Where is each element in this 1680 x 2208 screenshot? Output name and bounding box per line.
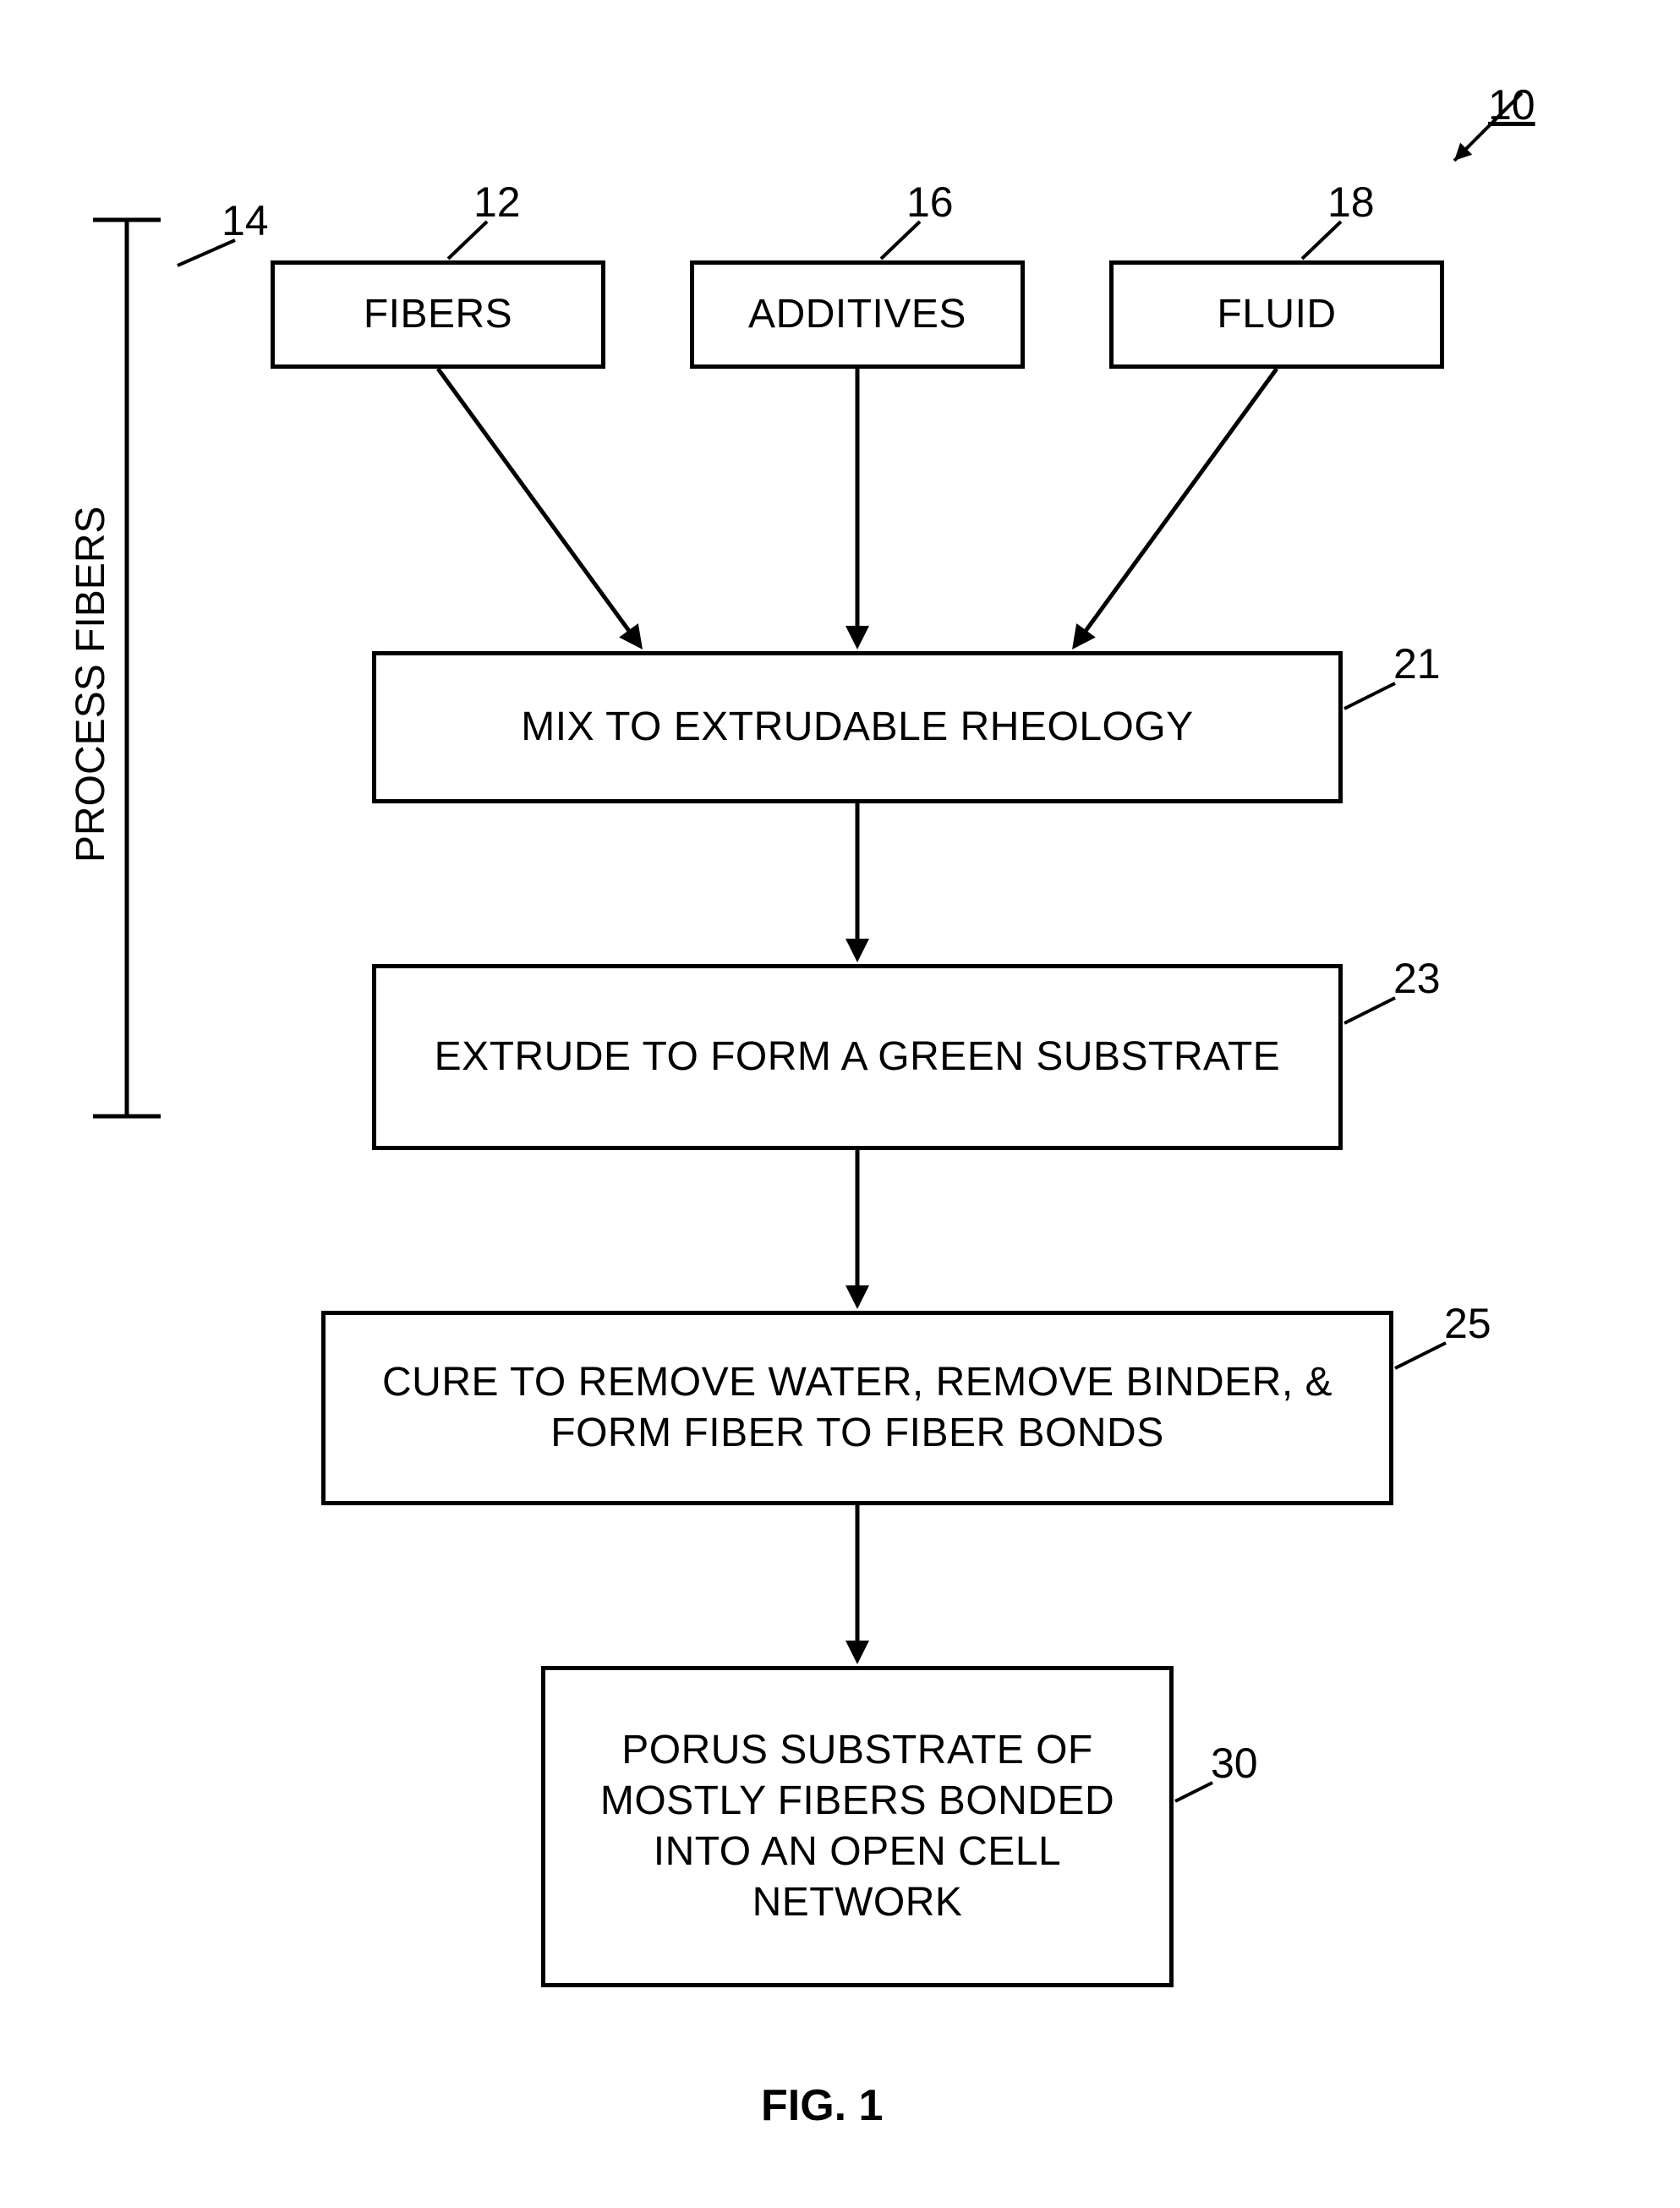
- box-additives-label: ADDITIVES: [748, 289, 966, 340]
- flowchart-canvas: FIBERS ADDITIVES FLUID MIX TO EXTRUDABLE…: [0, 0, 1680, 2208]
- box-mix-label: MIX TO EXTRUDABLE RHEOLOGY: [521, 702, 1193, 753]
- figure-caption: FIG. 1: [761, 2080, 883, 2131]
- process-fibers-label: PROCESS FIBERS: [68, 507, 114, 863]
- box-cure-label: CURE TO REMOVE WATER, REMOVE BINDER, & F…: [342, 1357, 1372, 1459]
- box-additives: ADDITIVES: [690, 260, 1025, 369]
- box-result-label: PORUS SUBSTRATE OF MOSTLY FIBERS BONDED …: [562, 1725, 1152, 1928]
- ref-result: 30: [1211, 1739, 1258, 1788]
- ref-fibers: 12: [473, 178, 521, 227]
- ref-overall-text: 10: [1488, 81, 1535, 129]
- box-fibers: FIBERS: [271, 260, 605, 369]
- box-fluid: FLUID: [1109, 260, 1444, 369]
- ref-mix: 21: [1393, 639, 1441, 688]
- box-fluid-label: FLUID: [1217, 289, 1336, 340]
- ref-additives: 16: [906, 178, 954, 227]
- box-extrude: EXTRUDE TO FORM A GREEN SUBSTRATE: [372, 964, 1343, 1150]
- ref-extrude: 23: [1393, 954, 1441, 1003]
- box-fibers-label: FIBERS: [364, 289, 512, 340]
- ref-fluid: 18: [1327, 178, 1375, 227]
- ref-overall: 10: [1488, 80, 1535, 129]
- box-result: PORUS SUBSTRATE OF MOSTLY FIBERS BONDED …: [541, 1666, 1174, 1987]
- box-cure: CURE TO REMOVE WATER, REMOVE BINDER, & F…: [321, 1311, 1393, 1505]
- ref-cure: 25: [1444, 1299, 1491, 1348]
- ref-bracket: 14: [222, 196, 269, 245]
- box-extrude-label: EXTRUDE TO FORM A GREEN SUBSTRATE: [435, 1032, 1281, 1082]
- box-mix: MIX TO EXTRUDABLE RHEOLOGY: [372, 651, 1343, 803]
